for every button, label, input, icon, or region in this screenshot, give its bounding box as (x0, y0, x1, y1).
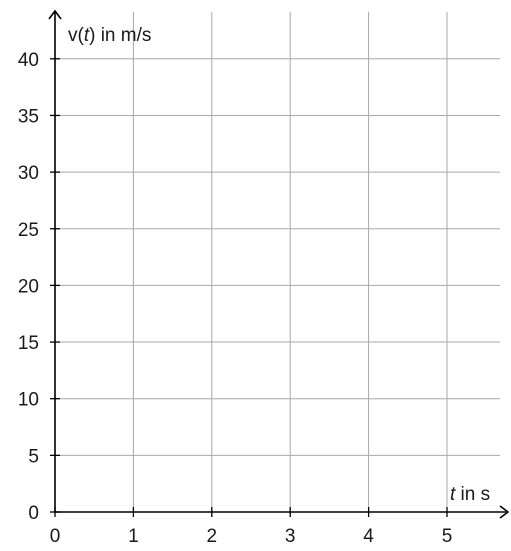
x-axis-label: t in s (450, 484, 490, 505)
axis-labels: v(t) in m/s t in s (68, 25, 490, 505)
y-tick-label: 20 (18, 276, 39, 297)
x-tick-label: 1 (128, 526, 139, 547)
x-tick-label: 0 (50, 526, 61, 547)
x-tick-label: 4 (363, 526, 374, 547)
y-axis-label: v(t) in m/s (68, 25, 151, 46)
y-tick-label: 40 (18, 50, 39, 71)
x-tick-label: 2 (207, 526, 218, 547)
x-axis-arrowhead (499, 505, 510, 519)
y-tick-label: 0 (28, 503, 39, 524)
y-tick-label: 10 (18, 390, 39, 411)
y-tick-label: 5 (28, 446, 39, 467)
grid (55, 12, 500, 512)
y-tick-label: 30 (18, 163, 39, 184)
x-tick-label: 5 (442, 526, 453, 547)
y-tick-label: 25 (18, 220, 39, 241)
x-tick-label: 3 (285, 526, 296, 547)
ticks: 0 1 2 3 4 5 0 5 10 15 20 25 30 35 40 (18, 50, 452, 547)
y-tick-label: 35 (18, 106, 39, 127)
y-tick-label: 15 (18, 333, 39, 354)
axes (48, 9, 510, 519)
y-axis-arrowhead (48, 9, 62, 20)
